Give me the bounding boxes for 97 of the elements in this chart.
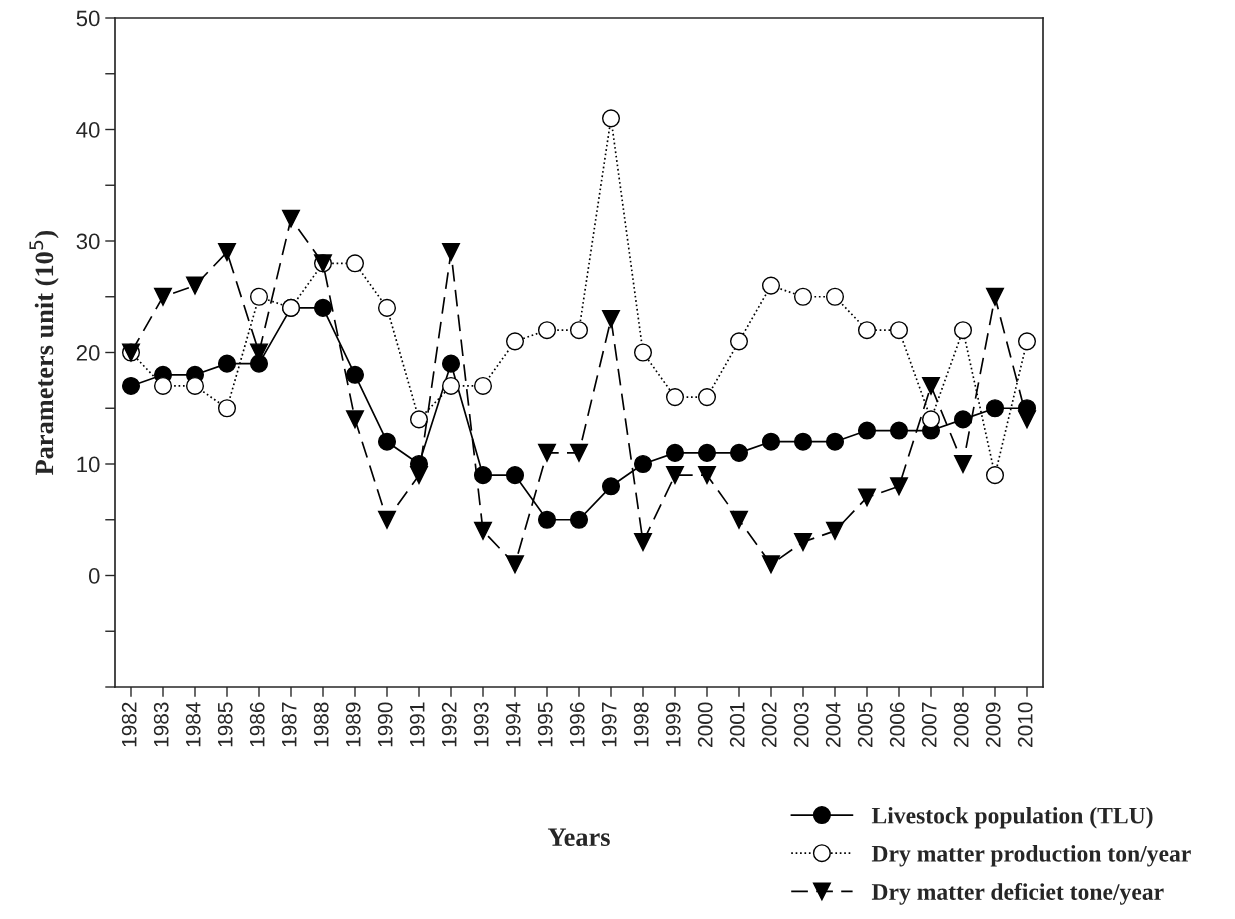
x-tick-label: 2008 — [953, 702, 969, 747]
point — [569, 510, 589, 529]
x-tick-label: 1993 — [473, 702, 489, 747]
x-tick-label: 1987 — [281, 702, 297, 747]
x-tick-label: 1983 — [153, 702, 169, 747]
x-tick-label: 2010 — [1017, 702, 1033, 747]
point — [441, 243, 461, 262]
point — [601, 477, 621, 496]
point — [409, 466, 429, 485]
point — [121, 376, 141, 395]
point — [665, 466, 685, 485]
legend-label: Livestock population (TLU) — [871, 806, 1153, 829]
x-tick-label: 1982 — [121, 702, 137, 747]
point — [857, 488, 877, 507]
x-tick-label: 1999 — [665, 702, 681, 747]
point — [825, 521, 845, 540]
x-axis-title: Years — [547, 828, 610, 847]
legend-label: Dry matter production ton/year — [871, 845, 1191, 867]
point — [761, 432, 781, 451]
point — [505, 332, 525, 351]
x-tick-label: 1998 — [633, 702, 649, 747]
y-tick-label: 40 — [76, 122, 100, 138]
x-tick-label: 1994 — [505, 702, 521, 747]
x-tick-label: 2009 — [985, 702, 1001, 747]
point — [825, 432, 845, 451]
x-tick-label: 2007 — [921, 702, 937, 747]
point — [697, 443, 717, 462]
point — [153, 287, 173, 306]
point — [889, 477, 909, 496]
point — [377, 432, 397, 451]
point — [953, 454, 973, 474]
point — [921, 376, 941, 395]
point — [1017, 410, 1037, 429]
x-tick-label: 2002 — [761, 702, 777, 747]
x-tick-label: 1996 — [569, 702, 585, 747]
point — [345, 410, 365, 429]
x-tick-label: 1985 — [217, 702, 233, 747]
point — [473, 521, 493, 540]
point — [537, 443, 557, 462]
x-tick-label: 1990 — [377, 702, 393, 747]
point — [601, 310, 621, 329]
point — [217, 354, 237, 373]
point — [185, 376, 205, 395]
x-tick-label: 2005 — [857, 702, 873, 747]
point — [985, 287, 1005, 306]
x-tick-label: 1992 — [441, 702, 457, 747]
point — [281, 209, 301, 228]
point — [633, 533, 653, 552]
point — [153, 376, 173, 395]
y-tick-label: 20 — [76, 345, 100, 361]
point — [377, 510, 397, 529]
point — [345, 365, 365, 384]
x-tick-label: 2001 — [729, 702, 745, 747]
legend-label: Dry matter deficiet tone/year — [871, 883, 1164, 905]
point — [633, 454, 653, 474]
y-tick-label: 0 — [88, 568, 100, 584]
point — [729, 443, 749, 462]
point — [249, 287, 269, 306]
x-tick-label: 1984 — [185, 702, 201, 747]
x-tick-label: 2004 — [825, 702, 841, 747]
point — [505, 466, 525, 485]
point — [761, 555, 781, 574]
point — [377, 298, 397, 317]
y-tick-label: 50 — [76, 10, 100, 27]
y-tick-label: 10 — [77, 456, 100, 473]
point — [537, 510, 557, 529]
y-tick-label: 30 — [76, 233, 100, 250]
point — [697, 466, 717, 485]
x-tick-label: 2006 — [889, 702, 905, 747]
point — [217, 243, 237, 262]
point — [313, 298, 333, 317]
point — [665, 443, 685, 462]
x-tick-label: 1995 — [537, 702, 553, 747]
point — [505, 555, 525, 574]
point — [921, 410, 941, 429]
point — [569, 443, 589, 462]
x-tick-label: 1997 — [601, 702, 617, 747]
point — [441, 376, 461, 395]
x-tick-label: 1988 — [313, 702, 329, 747]
point — [729, 510, 749, 529]
point — [793, 533, 813, 552]
point — [185, 276, 205, 295]
x-tick-label: 2000 — [697, 702, 713, 747]
x-tick-label: 1986 — [249, 702, 265, 747]
x-tick-label: 1991 — [409, 702, 425, 747]
point — [345, 254, 365, 273]
point — [441, 354, 461, 373]
point — [473, 466, 493, 485]
point — [857, 421, 877, 440]
point — [985, 399, 1005, 418]
point — [985, 466, 1005, 485]
point — [889, 421, 909, 440]
x-tick-label: 1989 — [345, 702, 361, 747]
x-tick-label: 2003 — [793, 702, 809, 747]
point — [953, 410, 973, 429]
point — [793, 432, 813, 451]
y-axis-title: Parameters unit (10$^{5}$) — [29, 230, 59, 476]
